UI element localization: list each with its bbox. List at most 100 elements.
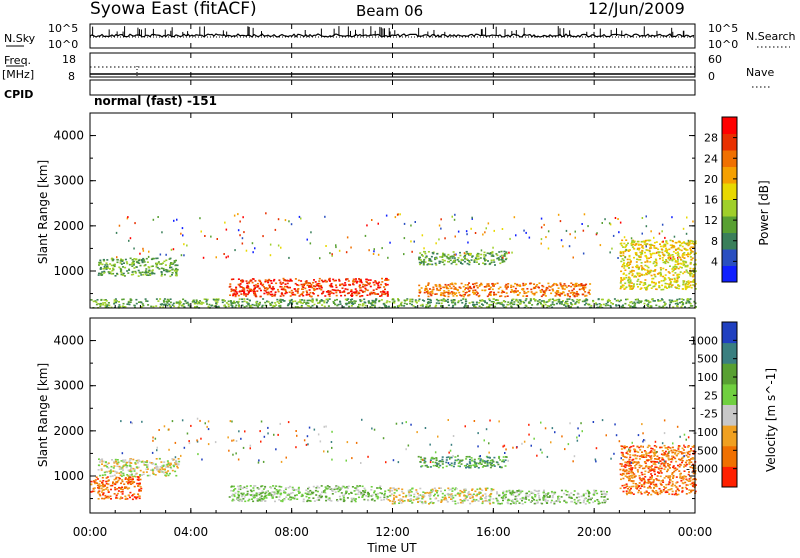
echo-cell	[347, 488, 349, 490]
echo-cell	[122, 481, 124, 483]
echo-scatter	[575, 237, 577, 239]
echo-cell	[163, 261, 165, 263]
echo-cell	[546, 301, 548, 303]
echo-cell	[683, 262, 685, 264]
echo-cell	[316, 288, 318, 290]
echo-cell	[134, 462, 136, 464]
echo-scatter	[502, 257, 504, 259]
echo-cell	[620, 286, 622, 288]
echo-scatter	[270, 244, 272, 246]
echo-cell	[374, 284, 376, 286]
echo-cell	[482, 503, 484, 505]
echo-cell	[490, 460, 492, 462]
echo-cell	[498, 292, 500, 294]
echo-cell	[376, 288, 378, 290]
echo-cell	[514, 290, 516, 292]
echo-cell	[493, 261, 495, 263]
echo-cell	[435, 462, 437, 464]
echo-cell	[370, 279, 372, 281]
echo-cell	[383, 497, 385, 499]
echo-cell	[389, 491, 391, 493]
echo-scatter	[541, 226, 543, 228]
echo-cell	[552, 298, 554, 300]
echo-cell	[516, 300, 518, 302]
echo-cell	[148, 270, 150, 272]
echo-cell	[317, 302, 319, 304]
echo-cell	[558, 294, 560, 296]
echo-cell	[662, 257, 664, 259]
echo-cell	[582, 294, 584, 296]
echo-cell	[169, 305, 171, 307]
echo-cell	[97, 478, 99, 480]
echo-cell	[574, 292, 576, 294]
echo-cell	[459, 255, 461, 257]
echo-cell	[384, 493, 386, 495]
echo-cell	[499, 466, 501, 468]
echo-cell	[374, 293, 376, 295]
echo-cell	[330, 291, 332, 293]
echo-cell	[123, 303, 125, 305]
echo-cell	[409, 299, 411, 301]
echo-cell	[326, 299, 328, 301]
echo-cell	[644, 282, 646, 284]
echo-cell	[423, 251, 425, 253]
echo-scatter	[455, 236, 457, 238]
echo-cell	[472, 304, 474, 306]
nsky-tick-bottom: 10^0	[48, 38, 78, 51]
echo-cell	[505, 496, 507, 498]
echo-cell	[528, 302, 530, 304]
echo-cell	[128, 269, 130, 271]
echo-cell	[478, 467, 480, 469]
echo-cell	[147, 464, 149, 466]
echo-cell	[559, 303, 561, 305]
echo-cell	[307, 500, 309, 502]
echo-cell	[658, 306, 660, 308]
echo-scatter	[201, 231, 203, 233]
echo-cell	[110, 498, 112, 500]
echo-cell	[457, 502, 459, 504]
echo-cell	[633, 283, 635, 285]
echo-cell	[464, 294, 466, 296]
echo-cell	[332, 289, 334, 291]
echo-cell	[318, 499, 320, 501]
echo-cell	[513, 301, 515, 303]
colorbar-tick-label: 12	[704, 214, 718, 227]
echo-cell	[247, 500, 249, 502]
echo-cell	[679, 241, 681, 243]
echo-cell	[129, 492, 131, 494]
echo-cell	[298, 487, 300, 489]
echo-cell	[495, 294, 497, 296]
echo-cell	[98, 274, 100, 276]
echo-cell	[520, 498, 522, 500]
echo-cell	[259, 280, 261, 282]
echo-cell	[373, 289, 375, 291]
echo-cell	[459, 252, 461, 254]
echo-cell	[381, 281, 383, 283]
echo-cell	[622, 264, 624, 266]
echo-cell	[143, 471, 145, 473]
echo-cell	[534, 496, 536, 498]
echo-cell	[199, 300, 201, 302]
echo-cell	[653, 247, 655, 249]
echo-cell	[604, 500, 606, 502]
echo-cell	[489, 462, 491, 464]
echo-cell	[451, 490, 453, 492]
echo-cell	[367, 294, 369, 296]
echo-cell	[510, 287, 512, 289]
echo-cell	[476, 302, 478, 304]
echo-cell	[673, 251, 675, 253]
echo-cell	[103, 259, 105, 261]
echo-cell	[348, 280, 350, 282]
echo-scatter	[310, 242, 312, 244]
echo-cell	[576, 301, 578, 303]
echo-cell	[512, 499, 514, 501]
echo-cell	[308, 294, 310, 296]
echo-cell	[175, 272, 177, 274]
echo-cell	[441, 459, 443, 461]
echo-cell	[98, 491, 100, 493]
echo-cell	[669, 265, 671, 267]
echo-cell	[126, 465, 128, 467]
echo-cell	[137, 493, 139, 495]
echo-scatter	[575, 231, 577, 233]
echo-cell	[102, 484, 104, 486]
